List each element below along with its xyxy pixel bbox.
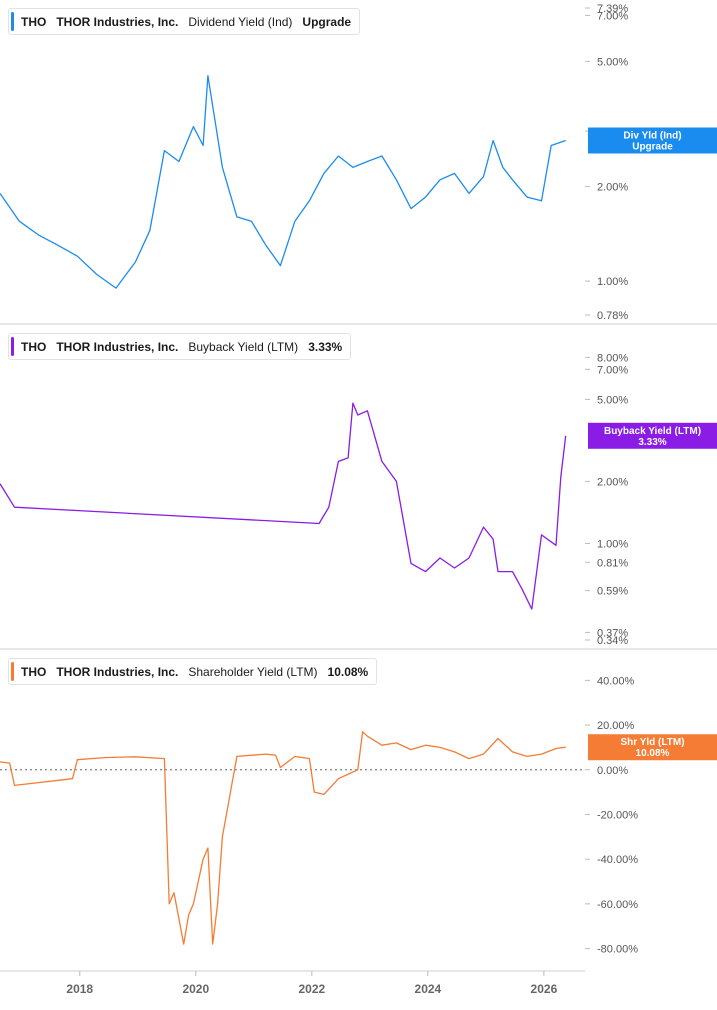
- y-tick-label: 0.78%: [597, 310, 628, 322]
- legend-buyback-yield[interactable]: THO THOR Industries, Inc. Buyback Yield …: [8, 333, 352, 360]
- legend-ticker: THO: [21, 339, 47, 354]
- y-tick-label: 0.00%: [597, 765, 628, 777]
- y-tick-label: 2.00%: [597, 476, 628, 488]
- x-tick-label: 2026: [531, 982, 558, 996]
- value-callout-value: 10.08%: [636, 748, 670, 759]
- legend-value: 10.08%: [327, 664, 369, 679]
- legend-company: THOR Industries, Inc.: [56, 339, 179, 354]
- y-tick-label: 7.39%: [597, 3, 628, 15]
- y-tick-label: -20.00%: [597, 809, 638, 821]
- y-tick-label: 0.81%: [597, 557, 628, 569]
- x-tick-label: 2024: [415, 982, 442, 996]
- legend-shareholder-yield[interactable]: THO THOR Industries, Inc. Shareholder Yi…: [8, 658, 378, 685]
- y-tick-label: 0.59%: [597, 586, 628, 598]
- value-callout: [588, 422, 717, 449]
- value-callout: [588, 734, 717, 761]
- legend-swatch: [11, 12, 14, 31]
- x-tick-label: 2018: [66, 982, 93, 996]
- legend-company: THOR Industries, Inc.: [56, 14, 179, 29]
- y-tick-label: 8.00%: [597, 352, 628, 364]
- legend-ticker: THO: [21, 664, 47, 679]
- series-line: [0, 75, 566, 289]
- y-tick-label: -80.00%: [597, 944, 638, 956]
- legend-ticker: THO: [21, 14, 47, 29]
- y-tick-label: 2.00%: [597, 181, 628, 193]
- value-callout-value: 3.33%: [638, 437, 666, 448]
- y-tick-label: 1.00%: [597, 276, 628, 288]
- legend-company: THOR Industries, Inc.: [56, 664, 179, 679]
- legend-value: 3.33%: [308, 339, 343, 354]
- x-tick-label: 2020: [182, 982, 209, 996]
- x-tick-label: 2022: [298, 982, 325, 996]
- series-line: [0, 402, 567, 610]
- y-tick-label: 1.00%: [597, 538, 628, 550]
- value-callout-value: Upgrade: [632, 142, 673, 153]
- y-tick-label: -60.00%: [597, 899, 638, 911]
- legend-metric: Shareholder Yield (LTM): [188, 664, 318, 679]
- legend-swatch: [11, 337, 14, 356]
- legend-value: Upgrade: [302, 14, 352, 29]
- legend-swatch: [11, 662, 14, 681]
- value-callout-label: Div Yld (Ind): [623, 131, 681, 142]
- legend-metric: Buyback Yield (LTM): [188, 339, 299, 354]
- series-line: [0, 731, 566, 945]
- legend-dividend-yield[interactable]: THO THOR Industries, Inc. Dividend Yield…: [8, 8, 361, 35]
- value-callout-label: Shr Yld (LTM): [620, 737, 684, 748]
- y-tick-label: 0.37%: [597, 627, 628, 639]
- value-callout-label: Buyback Yield (LTM): [604, 426, 701, 437]
- y-tick-label: 5.00%: [597, 394, 628, 406]
- y-tick-label: 7.00%: [597, 10, 628, 22]
- legend-metric: Dividend Yield (Ind): [188, 14, 293, 29]
- y-tick-label: 7.00%: [597, 364, 628, 376]
- y-tick-label: 20.00%: [597, 720, 635, 732]
- y-tick-label: 5.00%: [597, 56, 628, 68]
- value-callout: [588, 127, 717, 154]
- y-tick-label: 40.00%: [597, 675, 635, 687]
- y-tick-label: -40.00%: [597, 854, 638, 866]
- y-tick-label: 0.34%: [597, 635, 628, 647]
